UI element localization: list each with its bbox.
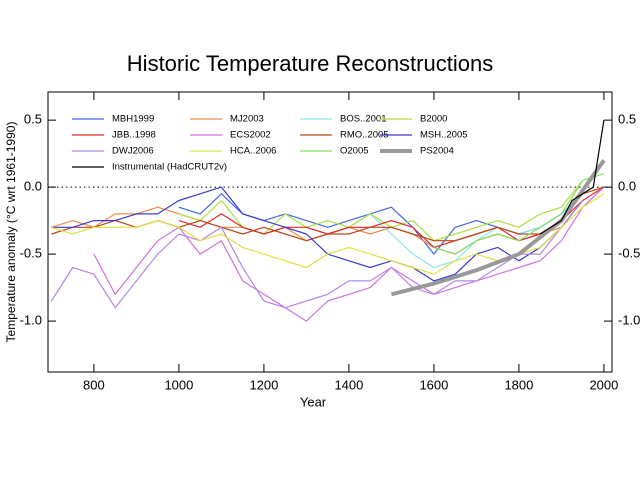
legend-label: DWJ2006: [112, 146, 154, 157]
x-tick-label: 1000: [164, 377, 193, 392]
legend-label: B2000: [420, 114, 447, 125]
y-tick-label-right: 0.5: [618, 112, 636, 127]
x-tick-label: 1600: [419, 377, 448, 392]
y-tick-label: -1.0: [20, 313, 42, 328]
y-tick-label-right: -0.5: [618, 246, 640, 261]
y-axis-label: Temperature anomaly (°C wrt 1961-1990): [4, 122, 18, 343]
series-line: [178, 186, 605, 248]
legend-label: PS2004: [420, 146, 454, 157]
x-tick-label: 2000: [589, 377, 618, 392]
legend-label: MSH..2005: [420, 130, 468, 141]
legend-label: Instrumental (HadCRUT2v): [112, 162, 227, 173]
plot-frame: [47, 91, 613, 373]
legend-label: JBB..1998: [112, 130, 156, 141]
legend-label: HCA..2006: [230, 146, 276, 157]
x-tick-label: 1800: [504, 377, 533, 392]
y-tick-label: -0.5: [20, 246, 42, 261]
legend-label: MJ2003: [230, 114, 264, 125]
y-tick-label: 0.5: [24, 112, 42, 127]
series-line: [50, 200, 584, 309]
series-line: [539, 120, 605, 235]
legend-label: MBH1999: [112, 114, 154, 125]
x-tick-label: 800: [83, 377, 105, 392]
y-tick-label-right: -1.0: [618, 313, 640, 328]
legend-label: O2005: [340, 146, 369, 157]
x-axis-label: Year: [300, 394, 327, 409]
y-tick-label-right: 0.0: [618, 179, 636, 194]
series-line: [433, 173, 605, 255]
chart-title: Historic Temperature Reconstructions: [127, 51, 493, 76]
x-tick-label: 1200: [249, 377, 278, 392]
x-tick-label: 1400: [334, 377, 363, 392]
y-tick-label: 0.0: [24, 179, 42, 194]
legend-label: BOS..2001: [340, 114, 386, 125]
series-line: [390, 159, 606, 297]
legend-label: ECS2002: [230, 130, 271, 141]
series-line: [51, 186, 584, 282]
legend-label: RMO..2005: [340, 130, 389, 141]
